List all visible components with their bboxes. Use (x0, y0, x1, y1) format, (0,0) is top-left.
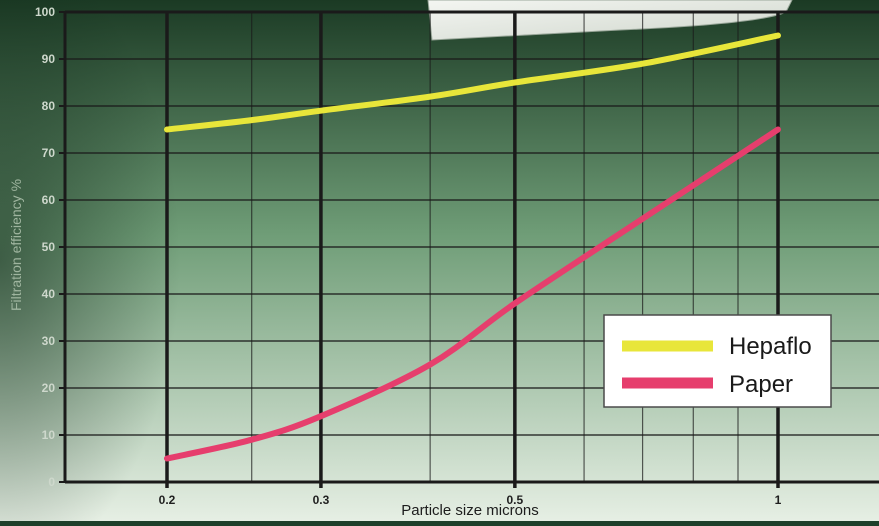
grid (65, 11, 879, 488)
y-tick-label: 60 (42, 193, 56, 207)
y-tick-label: 10 (42, 428, 56, 442)
y-tick-label: 80 (42, 99, 56, 113)
y-tick-label: 30 (42, 334, 56, 348)
legend-label-hepaflo: Hepaflo (729, 333, 812, 360)
x-tick-label: 0.2 (159, 493, 176, 507)
x-tick-label: 0.5 (507, 493, 524, 507)
y-tick-label: 50 (42, 240, 56, 254)
x-tick-label: 0.3 (313, 493, 330, 507)
legend: Hepaflo Paper (603, 314, 832, 408)
y-tick-label: 70 (42, 146, 56, 160)
axes: 0 10 20 30 40 50 60 70 80 90 100 0.2 0.3 0.5 1 (35, 5, 879, 507)
y-axis-label: Filtration efficiency % (8, 179, 24, 311)
y-tick-label: 0 (48, 475, 55, 489)
y-tick-label: 20 (42, 381, 56, 395)
x-axis-label: Particle size microns (401, 502, 539, 519)
series-line-paper (164, 126, 781, 462)
y-tick-label: 100 (35, 5, 55, 19)
series-line-hepaflo (164, 32, 781, 133)
legend-box (603, 314, 832, 408)
y-tick-label: 90 (42, 52, 56, 66)
x-tick-label: 1 (775, 493, 782, 507)
chart-left-shade (0, 0, 300, 521)
filter-photo-fragment (427, 0, 793, 41)
series-lines (164, 32, 781, 462)
legend-label-paper: Paper (729, 371, 793, 398)
y-tick-label: 40 (42, 287, 56, 301)
